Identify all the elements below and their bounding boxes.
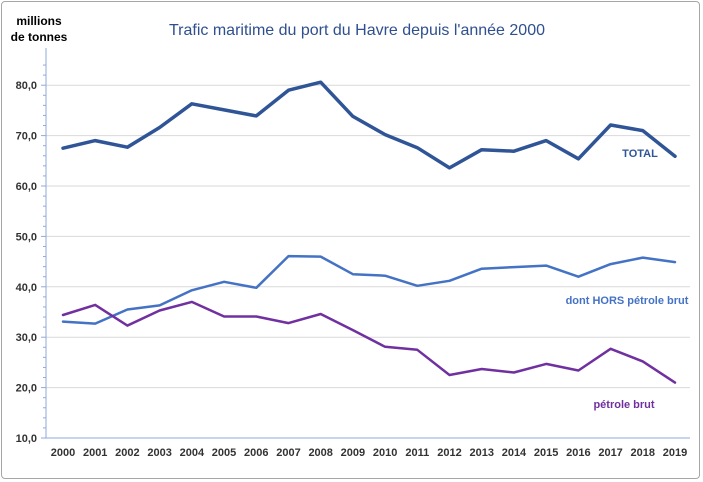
x-tick-labels: 2000 2001 2002 2003 2004 2005 2006 2007 2008 2009… bbox=[51, 447, 687, 459]
y-tick-label: 70,0 bbox=[16, 131, 37, 143]
x-tick-label: 2003 bbox=[147, 447, 171, 459]
x-tick-label: 2017 bbox=[598, 447, 622, 459]
y-tick-label: 40,0 bbox=[16, 282, 37, 294]
y-tick-label: 50,0 bbox=[16, 231, 37, 243]
axes bbox=[41, 48, 690, 439]
y-tick-label: 20,0 bbox=[16, 383, 37, 395]
series-label-total: TOTAL bbox=[622, 148, 658, 160]
x-tick-label: 2010 bbox=[373, 447, 397, 459]
series-lines bbox=[61, 80, 677, 384]
series-line-total bbox=[61, 80, 677, 170]
x-tick-label: 2007 bbox=[276, 447, 300, 459]
x-tick-label: 2002 bbox=[115, 447, 139, 459]
x-tick-label: 2011 bbox=[405, 447, 429, 459]
chart-title: Trafic maritime du port du Havre depuis … bbox=[169, 22, 545, 39]
x-tick-label: 2015 bbox=[534, 447, 558, 459]
x-tick-label: 2016 bbox=[566, 447, 590, 459]
y-axis-unit-line1: millions bbox=[16, 14, 62, 28]
series-line-p-trole-brut bbox=[61, 300, 677, 384]
series-label-hors-petrole: dont HORS pétrole brut bbox=[566, 295, 689, 307]
x-tick-label: 2018 bbox=[631, 447, 655, 459]
grid-lines bbox=[46, 84, 690, 389]
y-tick-label: 30,0 bbox=[16, 332, 37, 344]
series-label-petrole-brut: pétrole brut bbox=[593, 399, 654, 411]
x-tick-label: 2019 bbox=[663, 447, 687, 459]
x-tick-label: 2006 bbox=[244, 447, 268, 459]
x-tick-label: 2001 bbox=[83, 447, 107, 459]
x-tick-label: 2009 bbox=[341, 447, 365, 459]
y-tick-labels: 10,0 20,0 30,0 40,0 50,0 60,0 70,0 80,0 bbox=[16, 80, 37, 445]
x-tick-label: 2012 bbox=[437, 447, 461, 459]
y-tick-label: 80,0 bbox=[16, 80, 37, 92]
x-tick-label: 2000 bbox=[51, 447, 75, 459]
x-tick-label: 2014 bbox=[502, 447, 527, 459]
y-tick-label: 60,0 bbox=[16, 181, 37, 193]
x-tick-label: 2013 bbox=[469, 447, 493, 459]
series-line-dont-hors-p-trole-brut bbox=[61, 254, 677, 325]
y-tick-label: 10,0 bbox=[16, 433, 37, 445]
x-tick-label: 2008 bbox=[308, 447, 332, 459]
x-tick-label: 2004 bbox=[180, 447, 205, 459]
y-axis-unit-line2: de tonnes bbox=[11, 30, 68, 44]
x-tick-label: 2005 bbox=[212, 447, 236, 459]
